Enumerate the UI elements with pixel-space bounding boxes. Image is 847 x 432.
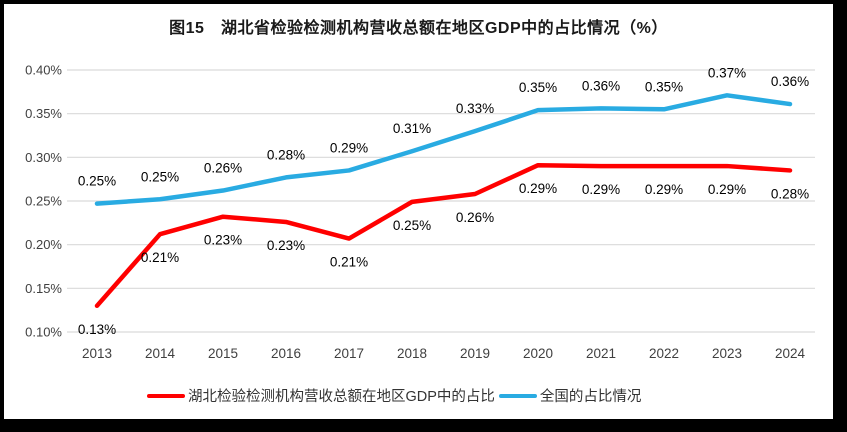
data-label: 0.28% <box>267 147 305 162</box>
data-label: 0.26% <box>204 161 242 176</box>
data-label: 0.25% <box>78 174 116 189</box>
legend-label-hubei: 湖北检验检测机构营收总额在地区GDP中的占比 <box>188 389 495 405</box>
data-label: 0.35% <box>645 79 683 94</box>
legend-item-hubei: 湖北检验检测机构营收总额在地区GDP中的占比 <box>147 385 499 406</box>
data-label: 0.25% <box>393 218 431 233</box>
x-axis-tick-label: 2020 <box>523 346 553 361</box>
data-label: 0.29% <box>645 182 683 197</box>
data-label: 0.36% <box>771 74 809 89</box>
chart-title: 图15 湖北省检验检测机构营收总额在地区GDP中的占比情况（%） <box>169 20 668 37</box>
legend-item-national: 全国的占比情况 <box>498 385 646 406</box>
y-axis-tick-label: 0.25% <box>25 194 62 209</box>
y-axis-tick-label: 0.40% <box>25 63 62 78</box>
x-axis-tick-label: 2021 <box>586 346 616 361</box>
data-label: 0.29% <box>330 140 368 155</box>
y-axis-tick-label: 0.30% <box>25 150 62 165</box>
x-axis-tick-label: 2022 <box>649 346 679 361</box>
series-line <box>94 162 793 309</box>
x-axis-tick-label: 2016 <box>271 346 301 361</box>
legend-line-swatch-blue <box>498 393 537 398</box>
data-label: 0.33% <box>456 101 494 116</box>
x-axis-tick-label: 2014 <box>145 346 176 361</box>
data-label: 0.29% <box>519 181 557 196</box>
chart-legend: 湖北检验检测机构营收总额在地区GDP中的占比 全国的占比情况 <box>147 385 645 406</box>
data-label: 0.29% <box>582 182 620 197</box>
chart-canvas: 0.40% 0.35% 0.30% 0.25% 0.20% 0.15% 0.10% 2013 2… <box>25 63 815 361</box>
x-axis-tick-label: 2018 <box>397 346 427 361</box>
x-axis-tick-label: 2023 <box>712 346 742 361</box>
data-label: 0.13% <box>78 322 116 337</box>
x-axis-tick-label: 2013 <box>82 346 112 361</box>
data-label: 0.26% <box>456 210 494 225</box>
data-label: 0.21% <box>330 255 368 270</box>
y-axis-tick-label: 0.15% <box>25 281 62 296</box>
x-axis-tick-label: 2017 <box>334 346 364 361</box>
x-axis-tick-label: 2024 <box>775 346 806 361</box>
data-label: 0.23% <box>267 238 305 253</box>
y-axis-tick-label: 0.10% <box>25 325 62 340</box>
legend-label-national: 全国的占比情况 <box>539 389 642 405</box>
legend-line-swatch-red <box>147 393 185 398</box>
y-axis-tick-label: 0.20% <box>25 237 62 252</box>
data-label: 0.25% <box>141 169 179 184</box>
data-label: 0.31% <box>393 121 431 136</box>
data-label: 0.23% <box>204 233 242 248</box>
data-label: 0.21% <box>141 250 179 265</box>
y-axis-tick-label: 0.35% <box>25 106 62 121</box>
data-label: 0.36% <box>582 78 620 93</box>
series-line <box>94 93 793 206</box>
data-label: 0.35% <box>519 80 557 95</box>
data-label: 0.28% <box>771 186 809 201</box>
x-axis-tick-label: 2019 <box>460 346 490 361</box>
x-axis-tick-label: 2015 <box>208 346 238 361</box>
data-label: 0.29% <box>708 182 746 197</box>
data-label: 0.37% <box>708 65 746 80</box>
